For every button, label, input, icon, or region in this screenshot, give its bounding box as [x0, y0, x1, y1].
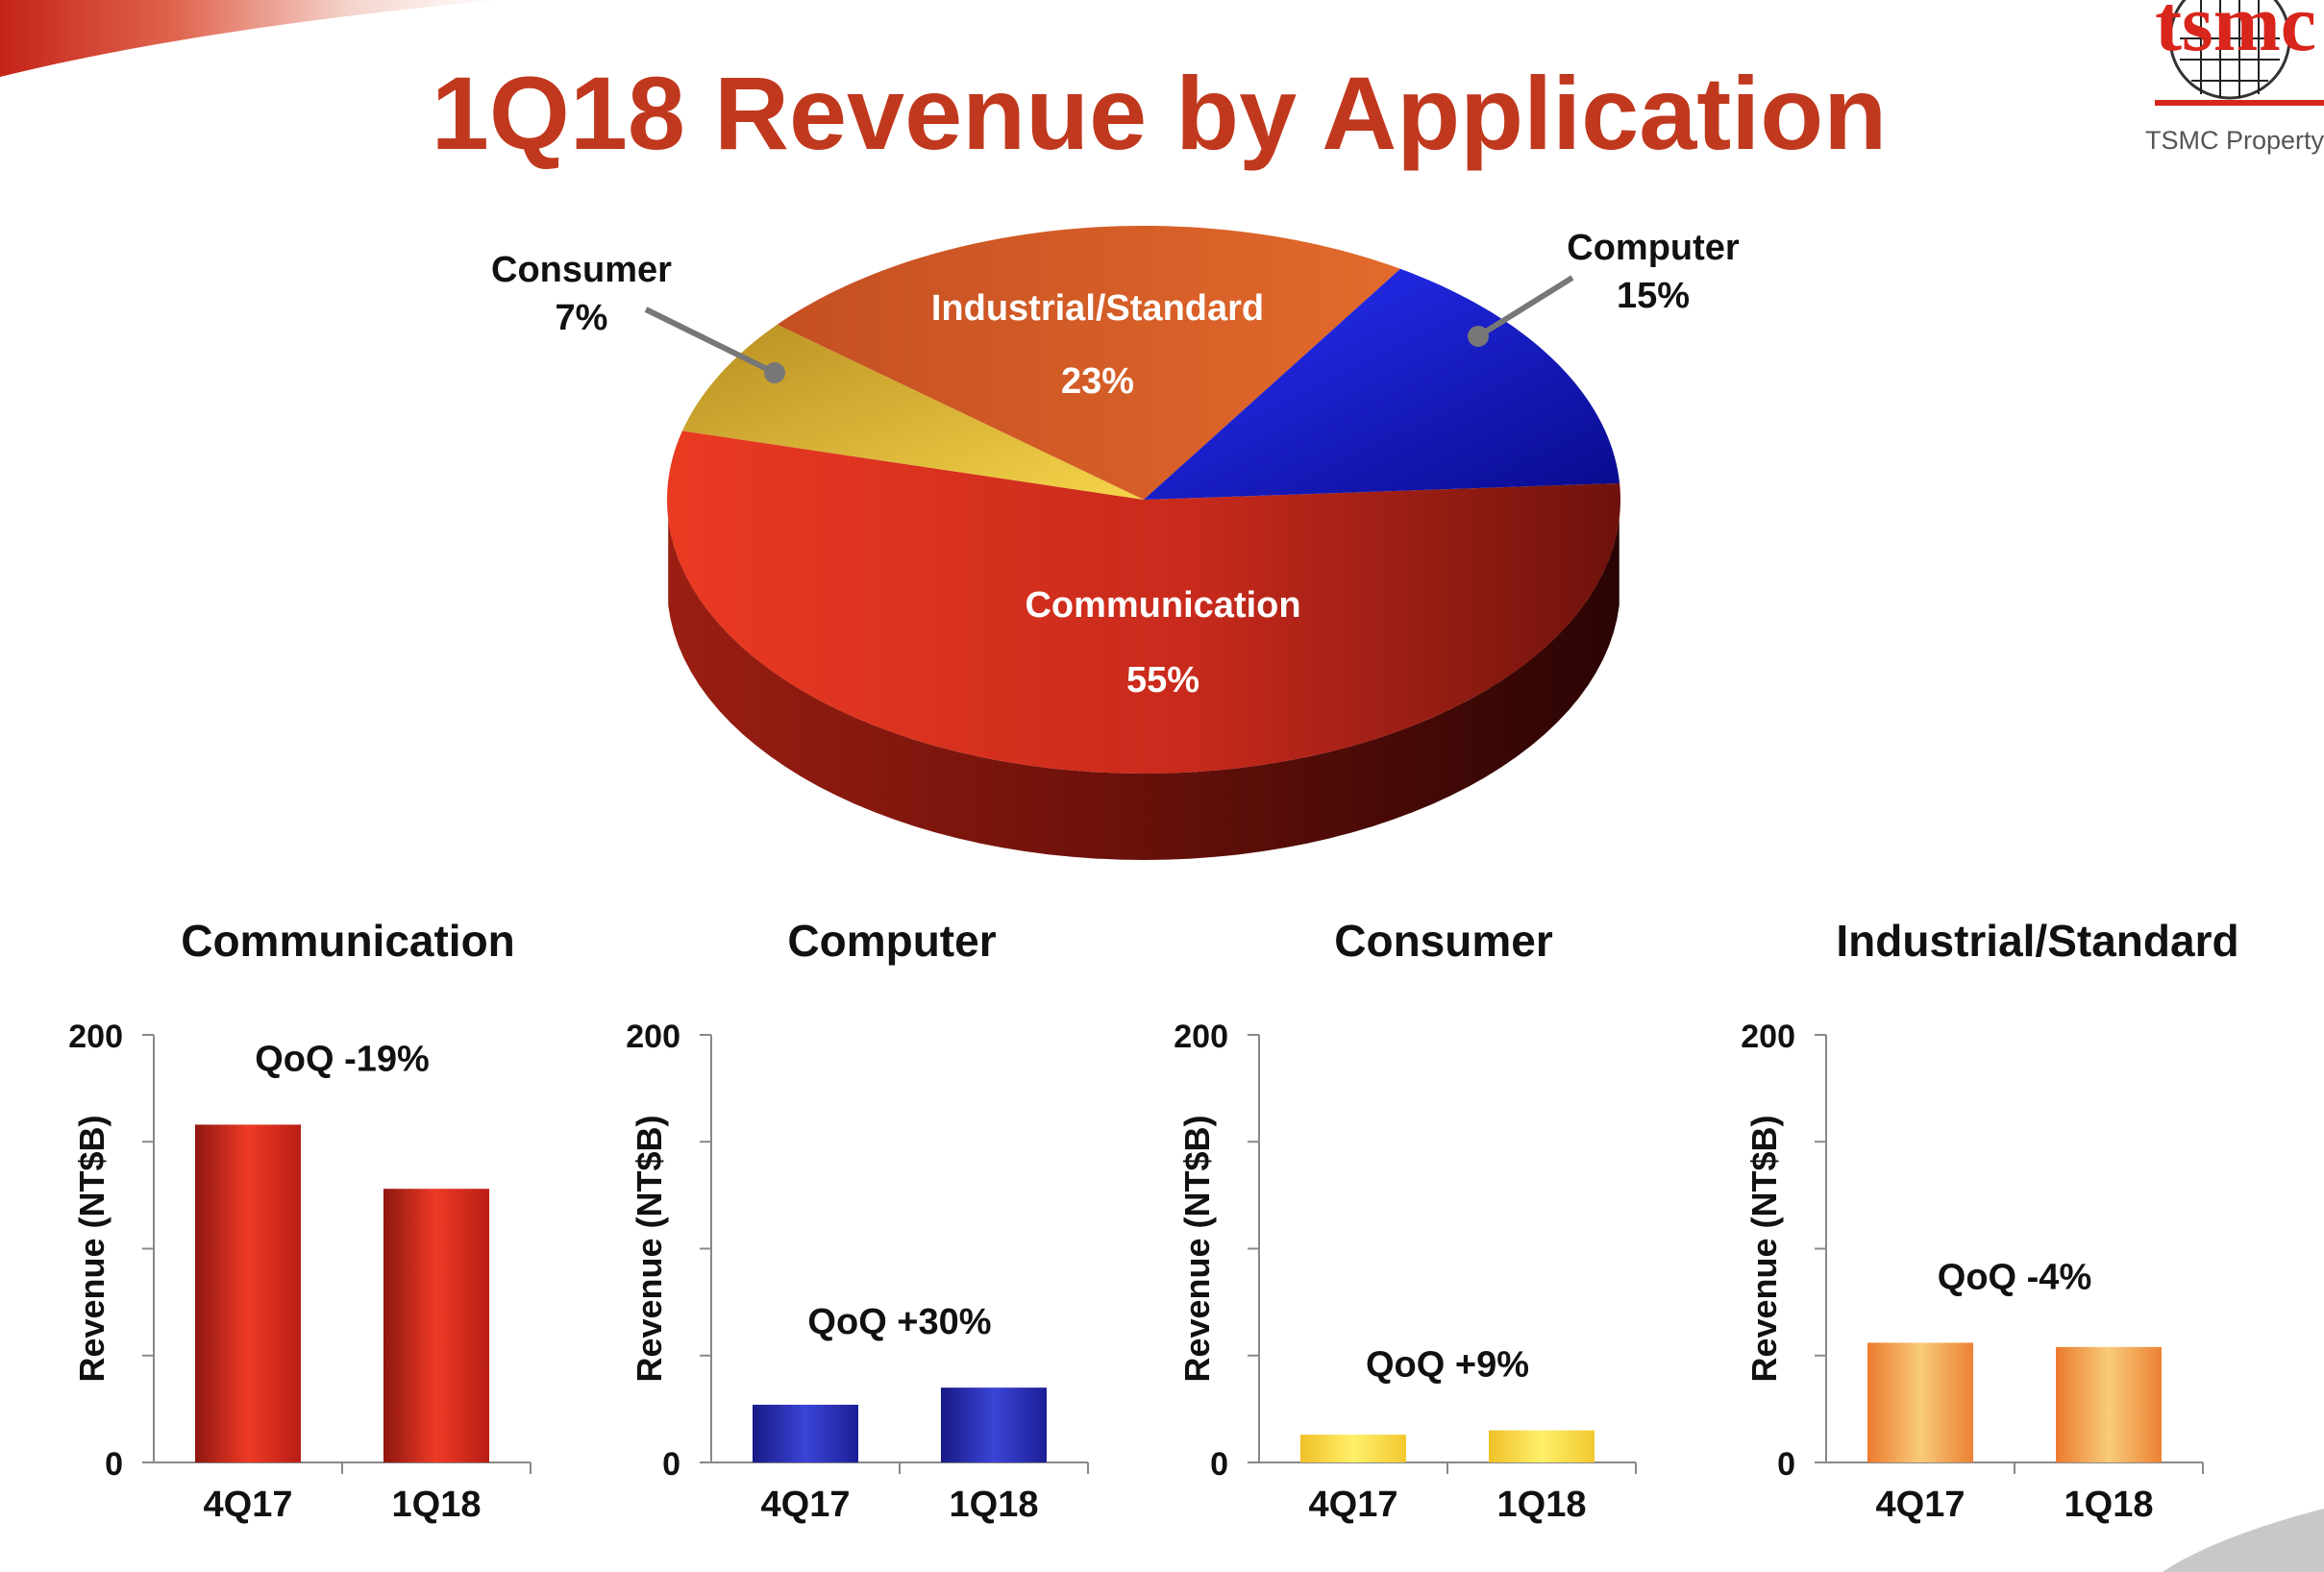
- bar-computer-1Q18: [941, 1388, 1047, 1462]
- wafer-grid-icon: [2180, 0, 2280, 98]
- top-swoosh: [0, 0, 500, 77]
- bar-chart-computer: Computer 0 200 Revenue (NT$B) 4Q17 1Q18 QoQ +3…: [626, 916, 1089, 1525]
- property-label: TSMC Property: [2145, 126, 2324, 155]
- qoq-annotation: QoQ -4%: [1938, 1257, 2091, 1297]
- bar-communication-1Q18: [383, 1189, 489, 1462]
- y-axis-label: Revenue (NT$B): [72, 1115, 111, 1382]
- y-tick-label: 200: [1741, 1019, 1795, 1055]
- bar-industrial-1Q18: [2056, 1346, 2162, 1462]
- logo-underline: [2155, 100, 2324, 106]
- x-tick-label: 1Q18: [950, 1485, 1039, 1525]
- bar-chart-title: Industrial/Standard: [1836, 916, 2238, 966]
- pie-label-communication: Communication: [1025, 585, 1300, 626]
- y-axis-label: Revenue (NT$B): [630, 1115, 669, 1382]
- bar-computer-4Q17: [753, 1404, 858, 1462]
- logo-wordmark: tsmc: [2155, 0, 2316, 68]
- y-tick-label: 0: [105, 1446, 123, 1483]
- bar-chart-industrial: Industrial/Standard 0 200 Revenue (NT$B) 4Q1…: [1741, 916, 2238, 1525]
- x-tick-label: 4Q17: [761, 1485, 851, 1525]
- y-tick-label: 0: [1777, 1446, 1795, 1483]
- y-tick-label: 200: [1174, 1019, 1228, 1055]
- y-tick-label: 0: [662, 1446, 680, 1483]
- bar-chart-communication: Communication 0 200 Revenue (NT$B) 4Q17 1Q18 Q…: [68, 916, 532, 1525]
- bar-industrial-4Q17: [1867, 1342, 1973, 1462]
- pie-leader-computer: [1476, 275, 1574, 339]
- pie-label-computer: Computer: [1567, 228, 1740, 268]
- pie-slice-consumer: [681, 324, 1144, 500]
- bar-chart-consumer: Consumer 0 200 Revenue (NT$B) 4Q17 1Q18 QoQ +9…: [1174, 916, 1637, 1525]
- pie-leader-dot-computer: [1468, 326, 1489, 347]
- y-tick-label: 0: [1210, 1446, 1228, 1483]
- bottom-swoosh: [2163, 1509, 2324, 1572]
- bar-chart-title: Computer: [787, 916, 996, 966]
- pie-leader-dot-consumer: [764, 362, 785, 383]
- bar-chart-title: Communication: [181, 916, 515, 966]
- pie-value-communication: 55%: [1126, 660, 1199, 700]
- qoq-annotation: QoQ +30%: [807, 1302, 991, 1342]
- bar-charts: Communication 0 200 Revenue (NT$B) 4Q17 1Q18 Q…: [68, 916, 2238, 1525]
- bar-consumer-4Q17: [1300, 1435, 1406, 1462]
- x-tick-label: 4Q17: [204, 1485, 293, 1525]
- pie-leader-consumer: [644, 307, 777, 376]
- x-tick-label: 4Q17: [1876, 1485, 1966, 1525]
- pie-value-consumer: 7%: [556, 298, 608, 338]
- pie-value-computer: 15%: [1617, 276, 1690, 316]
- pie-label-industrial: Industrial/Standard: [931, 288, 1264, 329]
- tsmc-logo: tsmc TSMC Property: [2145, 0, 2324, 155]
- x-tick-label: 1Q18: [2064, 1485, 2154, 1525]
- bar-communication-4Q17: [195, 1124, 301, 1462]
- bar-consumer-1Q18: [1489, 1430, 1595, 1462]
- pie-label-consumer: Consumer: [491, 250, 672, 290]
- pie-side-wall: [668, 518, 1619, 860]
- y-axis-label: Revenue (NT$B): [1744, 1115, 1784, 1382]
- y-tick-label: 200: [626, 1019, 680, 1055]
- x-tick-label: 1Q18: [1497, 1485, 1587, 1525]
- pie-slice-industrial: [777, 226, 1400, 500]
- qoq-annotation: QoQ -19%: [255, 1039, 430, 1079]
- pie-slice-computer: [1144, 268, 1620, 500]
- pie-value-industrial: 23%: [1061, 361, 1134, 402]
- pie-chart: Communication 55% Computer 15% Industrial/St…: [491, 226, 1740, 860]
- bar-chart-title: Consumer: [1334, 916, 1553, 966]
- y-tick-label: 200: [68, 1019, 123, 1055]
- slide-title: 1Q18 Revenue by Application: [432, 55, 1887, 171]
- x-tick-label: 4Q17: [1309, 1485, 1398, 1525]
- pie-slice-communication: [667, 430, 1620, 774]
- y-axis-label: Revenue (NT$B): [1177, 1115, 1217, 1382]
- qoq-annotation: QoQ +9%: [1366, 1345, 1529, 1386]
- x-tick-label: 1Q18: [392, 1485, 482, 1525]
